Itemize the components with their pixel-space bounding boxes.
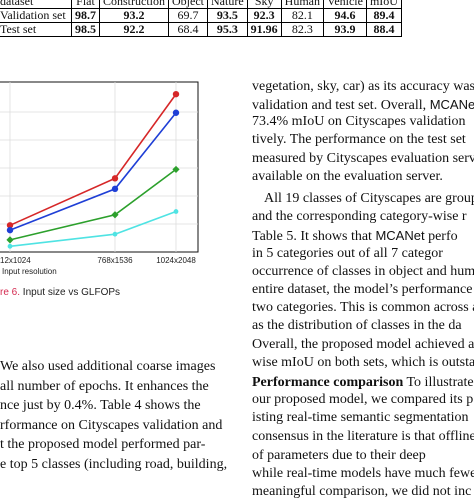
- data-point: [7, 243, 13, 249]
- data-point: [172, 90, 180, 98]
- right-text-line: Table 5. It shows that MCANet perfo: [252, 227, 458, 246]
- right-text-line: validation and test set. Overall, MCANet: [252, 96, 474, 115]
- right-text-line: while real-time models have much fewer: [252, 466, 474, 481]
- table-cell: 82.1: [280, 8, 324, 23]
- table-cell: 82.3: [280, 22, 324, 37]
- table-cell: 92.3: [246, 8, 282, 23]
- figure-label: re 6.: [0, 287, 21, 298]
- right-text-line: tively. The performance on the test set: [252, 132, 466, 147]
- figure-caption: re 6. Input size vs GLFOPs: [0, 287, 120, 298]
- table-cell: 88.4: [365, 22, 402, 37]
- left-text-line: We also used additional coarse images: [0, 359, 216, 374]
- right-text-line: as the distribution of classes in the da: [252, 318, 462, 333]
- right-text-line: wise mIoU on both sets, which is outsta: [252, 355, 474, 370]
- table-row: Validation set 98.7 93.2 69.7 93.5 92.3 82.1 94…: [0, 8, 402, 23]
- figure-caption-text: Input size vs GLFOPs: [22, 287, 121, 298]
- right-text-line: entire dataset, the model’s performance: [252, 282, 473, 297]
- table-row-name: Test set: [0, 22, 72, 37]
- right-text-line: vegetation, sky, car) as its accuracy wa…: [252, 79, 474, 94]
- right-text-line: measured by Cityscapes evaluation server: [252, 151, 474, 166]
- left-text-line: all number of epochs. It enhances the: [0, 378, 209, 394]
- right-text-line: 73.4% mIoU on Cityscapes validation: [252, 114, 466, 129]
- right-text-line: in 5 categories out of all 7 categor: [252, 246, 443, 261]
- line-chart: 12x1024 768x1536 1024x2048 Input resolutio…: [0, 81, 199, 276]
- results-table: dataset Flat Construction Object Nature Sky Hu…: [0, 0, 402, 37]
- model-name: MCANet: [375, 228, 425, 243]
- data-point: [111, 175, 119, 182]
- right-text-line: Performance comparison To illustrate: [252, 374, 474, 392]
- text-run: perfo: [424, 229, 458, 244]
- left-text-line: e top 5 classes (including road, buildin…: [0, 456, 228, 472]
- x-tick-label: 1024x2048: [156, 256, 196, 265]
- table-row: Test set 98.5 92.2 68.4 95.3 91.96 82.3 93.9 88.…: [0, 22, 402, 37]
- left-text-line: nce just by 0.4%. Table 4 shows the: [0, 398, 201, 413]
- table-row-name: Validation set: [0, 8, 72, 23]
- text-run: Table 5. It shows that: [252, 229, 376, 244]
- data-point: [111, 185, 119, 193]
- table-cell: 91.96: [246, 22, 282, 37]
- text-run: validation and test set. Overall,: [252, 98, 430, 113]
- table-cell: 68.4: [168, 22, 208, 37]
- data-point: [111, 211, 119, 219]
- model-name: MCANet: [429, 97, 474, 112]
- right-text-line: occurrence of classes in object and hum: [252, 264, 474, 279]
- text-run: To illustrate: [403, 375, 474, 390]
- plot-area: [0, 81, 199, 253]
- table-cell: 98.5: [71, 22, 100, 37]
- right-text-line: consensus in the literature is that offl…: [252, 429, 474, 444]
- data-point: [173, 209, 179, 214]
- table-cell: 94.6: [322, 8, 367, 23]
- right-text-line: isting real-time semantic segmentation: [252, 410, 469, 425]
- right-text-line: All 19 classes of Cityscapes are group: [264, 191, 474, 206]
- data-point: [6, 222, 14, 229]
- left-text-line: rformance on Cityscapes validation and: [0, 417, 223, 433]
- left-text-line: t the proposed model performed par-: [0, 437, 206, 452]
- table-cell: 89.4: [365, 8, 402, 23]
- table-cell: 93.5: [207, 8, 248, 23]
- paragraph-heading: Performance comparison: [252, 375, 404, 390]
- x-tick-label: 12x1024: [0, 256, 31, 265]
- x-axis-label: Input resolution: [2, 267, 57, 276]
- data-point: [172, 109, 180, 116]
- right-text-line: available on the evaluation server.: [252, 169, 443, 184]
- right-text-line: of parameters due to their deep: [252, 448, 426, 463]
- table-cell: 93.2: [99, 8, 169, 23]
- data-point: [6, 226, 14, 234]
- table-cell: 98.7: [71, 8, 100, 23]
- right-text-line: and the corresponding category-wise r: [252, 209, 467, 224]
- data-point: [6, 236, 14, 244]
- table-cell: 92.2: [99, 22, 169, 37]
- x-tick-label: 768x1536: [97, 256, 133, 265]
- right-text-line: two categories. This is common across a: [252, 300, 474, 315]
- right-text-line: meaningful comparison, we did not inc: [252, 484, 472, 499]
- table-cell: 95.3: [207, 22, 248, 37]
- table-cell: 69.7: [168, 8, 208, 23]
- table-cell: 93.9: [322, 22, 367, 37]
- data-point: [112, 231, 118, 237]
- right-text-line: our proposed model, we compared its p: [252, 392, 474, 407]
- right-text-line: Overall, the proposed model achieved a: [252, 337, 474, 352]
